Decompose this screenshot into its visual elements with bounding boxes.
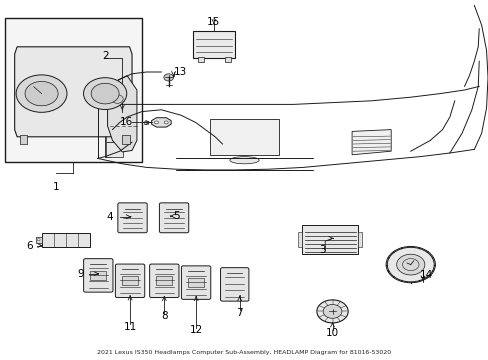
FancyBboxPatch shape <box>118 203 147 233</box>
Polygon shape <box>107 76 137 152</box>
Polygon shape <box>151 118 171 127</box>
Bar <box>198 57 203 62</box>
Text: 2021 Lexus IS350 Headlamps Computer Sub-Assembly, HEADLAMP Diagram for 81016-530: 2021 Lexus IS350 Headlamps Computer Sub-… <box>97 350 391 355</box>
Text: 5: 5 <box>172 211 179 221</box>
FancyBboxPatch shape <box>181 266 210 300</box>
Text: 6: 6 <box>26 240 33 251</box>
Circle shape <box>164 121 168 124</box>
Text: 13: 13 <box>174 67 187 77</box>
Bar <box>224 57 230 62</box>
Text: 7: 7 <box>236 308 243 318</box>
Circle shape <box>386 247 433 282</box>
Circle shape <box>396 254 424 275</box>
Polygon shape <box>351 130 390 155</box>
Bar <box>122 276 138 285</box>
FancyBboxPatch shape <box>149 264 179 297</box>
Polygon shape <box>15 47 132 137</box>
Text: 11: 11 <box>123 322 137 332</box>
Circle shape <box>83 78 126 109</box>
FancyBboxPatch shape <box>220 268 248 301</box>
Bar <box>188 278 203 287</box>
Bar <box>193 31 234 58</box>
Bar <box>122 135 129 144</box>
Bar <box>298 232 302 247</box>
Text: 9: 9 <box>77 269 84 279</box>
Polygon shape <box>105 130 110 157</box>
Bar <box>143 121 147 124</box>
Text: 1: 1 <box>53 182 60 192</box>
Text: 16: 16 <box>119 117 133 127</box>
Ellipse shape <box>229 157 259 164</box>
Bar <box>358 232 362 247</box>
Circle shape <box>163 74 173 81</box>
Circle shape <box>154 121 158 124</box>
Text: 2: 2 <box>102 51 108 61</box>
Circle shape <box>323 305 341 318</box>
Circle shape <box>91 83 119 104</box>
FancyBboxPatch shape <box>159 203 188 233</box>
Text: 4: 4 <box>106 212 113 222</box>
Bar <box>5 18 142 162</box>
Bar <box>210 119 278 155</box>
Circle shape <box>111 95 123 103</box>
Bar <box>90 271 106 280</box>
Circle shape <box>25 81 58 106</box>
Bar <box>156 276 172 285</box>
Circle shape <box>37 239 40 241</box>
Bar <box>105 142 122 157</box>
Bar <box>36 237 41 243</box>
Text: 15: 15 <box>207 17 220 27</box>
Text: 12: 12 <box>189 325 203 336</box>
Text: 10: 10 <box>325 328 338 338</box>
FancyBboxPatch shape <box>115 264 144 297</box>
Bar <box>20 135 27 144</box>
Bar <box>302 225 358 254</box>
Bar <box>105 128 122 142</box>
Circle shape <box>386 247 434 283</box>
Circle shape <box>316 300 347 323</box>
Text: 14: 14 <box>419 270 433 280</box>
Text: 3: 3 <box>319 245 325 255</box>
Text: 8: 8 <box>161 311 167 321</box>
Circle shape <box>16 75 67 112</box>
FancyBboxPatch shape <box>83 258 113 292</box>
Bar <box>41 233 90 247</box>
